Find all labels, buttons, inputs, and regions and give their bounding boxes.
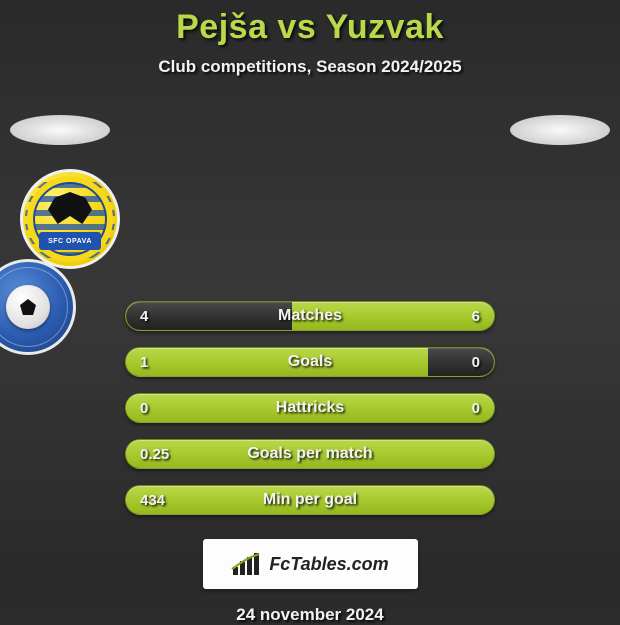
stat-value-left: 4: [140, 308, 148, 325]
stat-row: 1 Goals 0: [125, 347, 495, 377]
bar-chart-icon: [231, 551, 263, 577]
club-badge-right: [0, 259, 76, 355]
brand-text: FcTables.com: [269, 554, 388, 575]
stat-value-left: 0: [140, 400, 148, 417]
soccer-ball-icon: [6, 285, 50, 329]
stat-row: 434 Min per goal: [125, 485, 495, 515]
brand-logo-box[interactable]: FcTables.com: [203, 539, 418, 589]
stat-value-right: 0: [472, 354, 480, 371]
stat-value-right: 0: [472, 400, 480, 417]
stat-label: Matches: [278, 307, 342, 325]
stat-fill-left: [126, 302, 292, 330]
stat-value-right: 6: [472, 308, 480, 325]
stat-label: Min per goal: [263, 491, 357, 509]
badge-banner: SFC OPAVA: [39, 232, 101, 250]
stat-value-left: 0.25: [140, 446, 169, 463]
player-photo-left: [10, 115, 110, 145]
comparison-card: Pejša vs Yuzvak Club competitions, Seaso…: [0, 0, 620, 625]
player-photo-right: [510, 115, 610, 145]
content-area: SFC OPAVA 4 Matches 6 1 Goals 0 0 Hattricks 0 0.2…: [0, 105, 620, 625]
stat-label: Goals per match: [247, 445, 372, 463]
page-title: Pejša vs Yuzvak: [0, 8, 620, 47]
stat-row: 0 Hattricks 0: [125, 393, 495, 423]
stat-label: Goals: [288, 353, 332, 371]
club-badge-left: SFC OPAVA: [20, 169, 120, 269]
date-label: 24 november 2024: [0, 605, 620, 625]
stat-row: 0.25 Goals per match: [125, 439, 495, 469]
stats-list: 4 Matches 6 1 Goals 0 0 Hattricks 0 0.25 Goals per…: [125, 301, 495, 515]
stat-fill-right: [428, 348, 494, 376]
stat-row: 4 Matches 6: [125, 301, 495, 331]
stat-value-left: 1: [140, 354, 148, 371]
stat-label: Hattricks: [276, 399, 344, 417]
subtitle: Club competitions, Season 2024/2025: [0, 57, 620, 77]
stat-value-left: 434: [140, 492, 165, 509]
